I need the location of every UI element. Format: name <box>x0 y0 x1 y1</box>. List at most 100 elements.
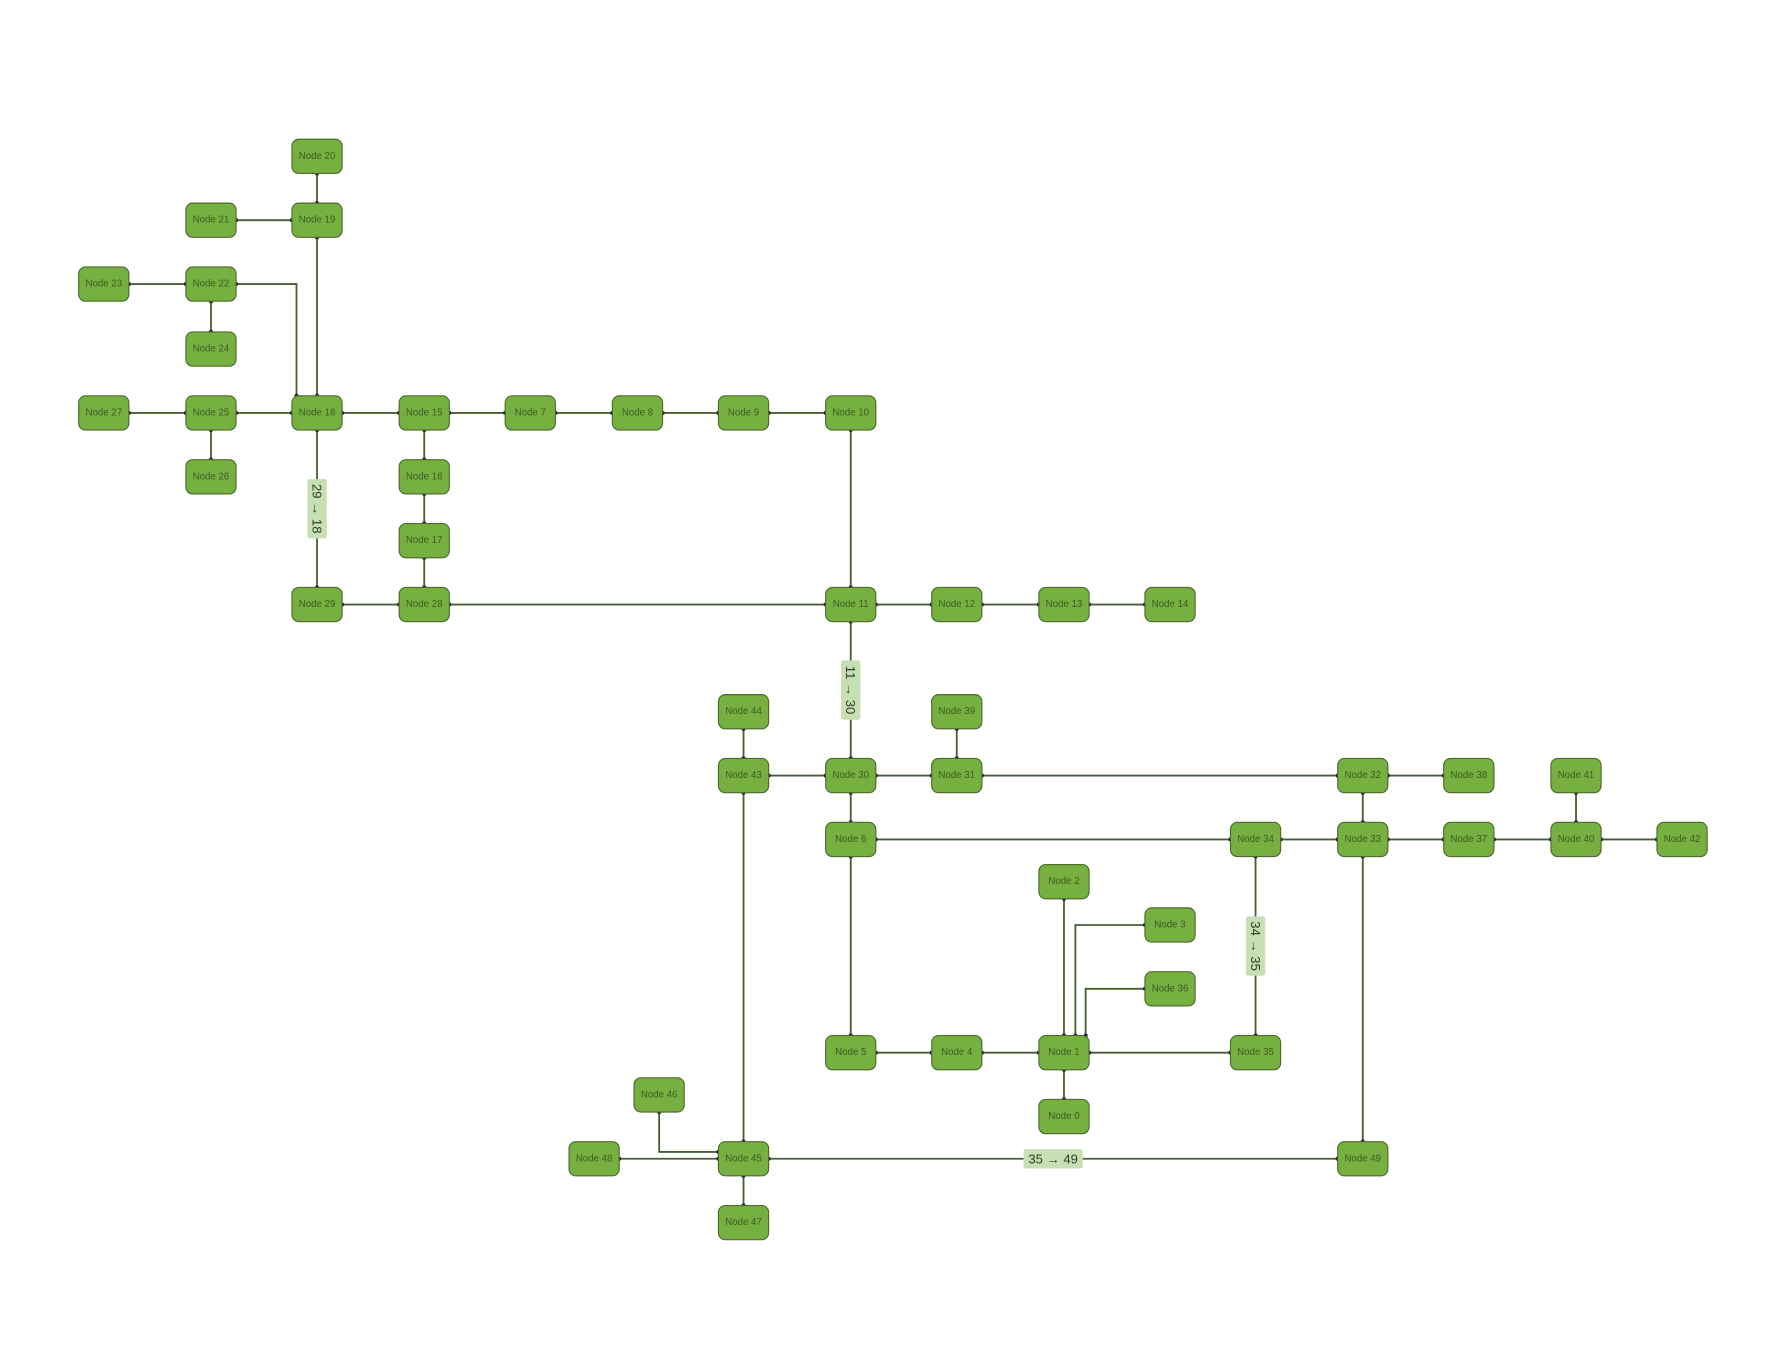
node-box[interactable] <box>1550 821 1602 858</box>
node-36[interactable]: Node 36 <box>1144 971 1196 1007</box>
node-box[interactable] <box>717 757 770 794</box>
node-box[interactable] <box>633 1077 685 1113</box>
node-15[interactable]: Node 15 <box>398 395 450 431</box>
node-42[interactable]: Node 42 <box>1656 821 1708 858</box>
node-box[interactable] <box>398 586 450 623</box>
node-38[interactable]: Node 38 <box>1443 757 1495 794</box>
node-17[interactable]: Node 17 <box>398 522 450 559</box>
edge-32-33[interactable] <box>1360 790 1365 825</box>
edge-44-43[interactable] <box>741 726 746 761</box>
node-35[interactable]: Node 35 <box>1229 1035 1282 1071</box>
edge-10-11[interactable] <box>848 428 853 590</box>
node-box[interactable] <box>611 395 664 431</box>
node-box[interactable] <box>717 1141 770 1177</box>
node-box[interactable] <box>717 1204 770 1241</box>
edge-6-5[interactable] <box>848 854 853 1038</box>
node-3[interactable]: Node 3 <box>1144 907 1196 943</box>
node-7[interactable]: Node 7 <box>504 395 556 431</box>
edge-34-33[interactable] <box>1278 837 1340 842</box>
node-box[interactable] <box>291 586 343 623</box>
node-box[interactable] <box>185 459 237 495</box>
node-4[interactable]: Node 4 <box>931 1035 983 1071</box>
node-box[interactable] <box>291 395 343 431</box>
node-box[interactable] <box>185 331 237 367</box>
node-48[interactable]: Node 48 <box>568 1141 620 1177</box>
node-box[interactable] <box>1337 757 1389 794</box>
edge-8-9[interactable] <box>660 410 721 416</box>
node-29[interactable]: Node 29 <box>291 586 343 623</box>
edge-6-34[interactable] <box>873 837 1233 842</box>
node-box[interactable] <box>291 202 343 238</box>
edge-12-13[interactable] <box>979 602 1041 607</box>
edge-43-30[interactable] <box>766 773 828 778</box>
node-33[interactable]: Node 33 <box>1337 821 1389 858</box>
edge-46-45[interactable] <box>657 1109 721 1154</box>
node-39[interactable]: Node 39 <box>931 694 983 730</box>
node-box[interactable] <box>398 459 450 495</box>
node-box[interactable] <box>1229 1035 1282 1071</box>
edge-22-24[interactable] <box>208 299 214 335</box>
edge-17-28[interactable] <box>422 555 427 590</box>
node-box[interactable] <box>825 586 877 623</box>
node-44[interactable]: Node 44 <box>717 694 770 730</box>
node-box[interactable] <box>78 266 130 302</box>
edge-15-16[interactable] <box>422 428 427 462</box>
node-12[interactable]: Node 12 <box>931 586 983 623</box>
edge-5-4[interactable] <box>873 1050 934 1055</box>
node-box[interactable] <box>931 586 983 623</box>
edge-11-12[interactable] <box>873 602 934 607</box>
edge-41-40[interactable] <box>1573 790 1579 825</box>
edge-22-18[interactable] <box>234 282 299 398</box>
edge-line[interactable] <box>236 283 298 396</box>
edge-27-25[interactable] <box>126 410 188 416</box>
node-32[interactable]: Node 32 <box>1337 757 1389 794</box>
node-2[interactable]: Node 2 <box>1038 863 1090 900</box>
node-31[interactable]: Node 31 <box>931 757 983 794</box>
edge-line[interactable] <box>658 1112 719 1153</box>
node-box[interactable] <box>1038 1098 1090 1135</box>
node-25[interactable]: Node 25 <box>185 395 237 431</box>
edge-16-17[interactable] <box>422 491 427 526</box>
edge-line[interactable] <box>1084 987 1145 1036</box>
node-6[interactable]: Node 6 <box>825 821 877 858</box>
node-box[interactable] <box>1443 821 1495 858</box>
edge-7-8[interactable] <box>553 410 615 416</box>
node-box[interactable] <box>1443 757 1495 794</box>
node-28[interactable]: Node 28 <box>398 586 450 623</box>
node-box[interactable] <box>504 395 556 431</box>
edge-40-42[interactable] <box>1599 837 1660 842</box>
node-21[interactable]: Node 21 <box>185 202 237 238</box>
node-box[interactable] <box>1229 821 1282 858</box>
node-box[interactable] <box>1656 821 1708 858</box>
edge-15-7[interactable] <box>447 410 508 416</box>
node-13[interactable]: Node 13 <box>1038 586 1090 623</box>
edge-line[interactable] <box>1074 924 1145 1036</box>
node-40[interactable]: Node 40 <box>1550 821 1602 858</box>
node-8[interactable]: Node 8 <box>611 395 664 431</box>
node-box[interactable] <box>931 1035 983 1071</box>
edge-39-31[interactable] <box>954 726 959 761</box>
edge-31-32[interactable] <box>979 773 1340 778</box>
node-45[interactable]: Node 45 <box>717 1141 770 1177</box>
node-box[interactable] <box>1144 586 1196 623</box>
node-43[interactable]: Node 43 <box>717 757 770 794</box>
node-34[interactable]: Node 34 <box>1229 821 1282 858</box>
node-box[interactable] <box>931 694 983 730</box>
node-18[interactable]: Node 18 <box>291 395 343 431</box>
edge-30-31[interactable] <box>873 773 934 778</box>
edge-48-45[interactable] <box>617 1156 721 1161</box>
edge-3-1[interactable] <box>1073 922 1147 1038</box>
edge-9-10[interactable] <box>766 410 828 416</box>
node-box[interactable] <box>1038 586 1090 623</box>
node-14[interactable]: Node 14 <box>1144 586 1196 623</box>
node-26[interactable]: Node 26 <box>185 459 237 495</box>
edge-25-18[interactable] <box>234 410 294 416</box>
node-box[interactable] <box>185 395 237 431</box>
edge-29-28[interactable] <box>340 602 402 607</box>
node-30[interactable]: Node 30 <box>825 757 877 794</box>
node-box[interactable] <box>568 1141 620 1177</box>
edge-36-1[interactable] <box>1083 986 1147 1038</box>
node-box[interactable] <box>825 821 877 858</box>
node-47[interactable]: Node 47 <box>717 1204 770 1241</box>
edge-23-22[interactable] <box>126 282 188 287</box>
